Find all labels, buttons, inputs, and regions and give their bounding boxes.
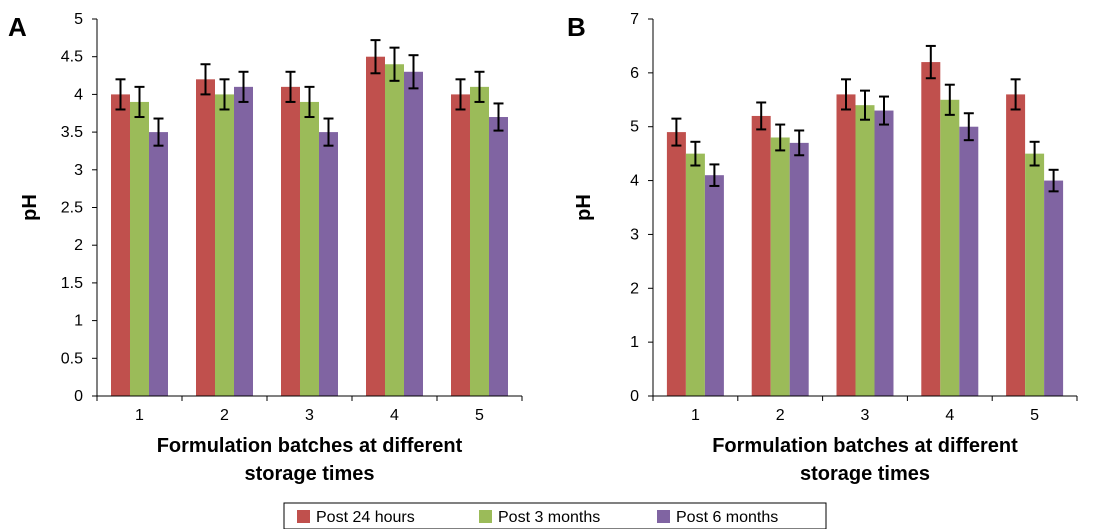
bar-post-6-months — [149, 132, 168, 396]
y-tick-label: 2.5 — [61, 200, 83, 217]
x-tick-label: 4 — [390, 407, 399, 424]
chart-panel-b: B 0 1 2 3 4 5 6 7 1 2 3 4 5 pH Formulation batches … — [567, 11, 1078, 485]
y-ticks-group: 0 0.5 1 1.5 2 2.5 3 3.5 4 4.5 5 — [61, 11, 97, 405]
legend-frame — [283, 502, 827, 529]
x-ticks-group: 1 2 3 4 5 — [96, 396, 523, 424]
y-tick-label: 0 — [630, 388, 639, 405]
x-tick-label: 4 — [945, 407, 954, 424]
bar-post-24-hours — [366, 56, 385, 396]
bar-post-3-months — [300, 101, 319, 396]
y-tick-label: 2 — [630, 280, 639, 297]
bar-post-24-hours — [751, 115, 771, 396]
x-tick-label: 5 — [1030, 407, 1039, 424]
y-tick-label: 2 — [74, 237, 83, 254]
panel-letter-a: A — [8, 12, 27, 42]
bar-post-3-months — [855, 105, 875, 397]
bar-post-24-hours — [666, 132, 686, 396]
bar-post-6-months — [789, 142, 809, 396]
bar-post-24-hours — [111, 94, 130, 397]
bar-post-6-months — [874, 110, 894, 397]
y-tick-label: 5 — [74, 11, 83, 28]
bar-post-3-months — [770, 137, 790, 396]
bar-post-3-months — [940, 99, 960, 397]
y-tick-label: 0 — [74, 388, 83, 405]
x-axis-title-line-2: storage times — [244, 463, 374, 485]
legend: Post 24 hours Post 3 months Post 6 month… — [283, 502, 827, 529]
bar-post-6-months — [404, 71, 423, 396]
x-tick-label: 3 — [861, 407, 870, 424]
legend-label-post-24-hours: Post 24 hours — [316, 509, 415, 526]
bar-post-24-hours — [196, 79, 215, 396]
y-tick-label: 1 — [630, 334, 639, 351]
bar-post-6-months — [704, 175, 724, 396]
x-tick-label: 1 — [135, 407, 144, 424]
bar-post-3-months — [130, 101, 149, 396]
x-axis-title-line-2: storage times — [800, 463, 930, 485]
x-tick-label: 5 — [475, 407, 484, 424]
x-axis-title-line-1: Formulation batches at different — [157, 435, 463, 457]
bar-post-3-months — [470, 86, 489, 397]
bar-post-24-hours — [1006, 94, 1026, 397]
legend-swatch-post-24-hours — [297, 510, 310, 523]
y-tick-label: 0.5 — [61, 350, 83, 367]
y-tick-label: 1.5 — [61, 275, 83, 292]
bar-post-6-months — [234, 86, 253, 397]
bar-post-3-months — [685, 153, 705, 396]
bar-post-24-hours — [921, 62, 941, 396]
bar-post-3-months — [1025, 153, 1045, 396]
bar-post-24-hours — [451, 94, 470, 397]
x-tick-label: 3 — [305, 407, 314, 424]
x-ticks-group: 1 2 3 4 5 — [652, 396, 1078, 424]
bar-post-3-months — [385, 64, 404, 397]
y-tick-label: 4 — [630, 173, 639, 190]
y-tick-label: 5 — [630, 119, 639, 136]
bar-post-3-months — [215, 94, 234, 397]
bars-group — [666, 44, 1064, 397]
bar-post-24-hours — [281, 86, 300, 397]
x-tick-label: 2 — [776, 407, 785, 424]
y-tick-label: 3 — [74, 162, 83, 179]
bar-post-6-months — [319, 132, 338, 396]
y-ticks-group: 0 1 2 3 4 5 6 7 — [630, 11, 653, 405]
x-axis-title-line-1: Formulation batches at different — [712, 435, 1018, 457]
y-tick-label: 4 — [74, 86, 83, 103]
y-axis-title: pH — [19, 194, 41, 221]
y-axis-title: pH — [573, 194, 595, 221]
bar-post-6-months — [959, 126, 979, 396]
y-tick-label: 7 — [630, 11, 639, 28]
x-tick-label: 2 — [220, 407, 229, 424]
y-tick-label: 6 — [630, 65, 639, 82]
y-tick-label: 4.5 — [61, 49, 83, 66]
y-tick-label: 3 — [630, 226, 639, 243]
panel-letter-b: B — [567, 12, 586, 42]
legend-swatch-post-3-months — [479, 510, 492, 523]
legend-label-post-3-months: Post 3 months — [498, 509, 600, 526]
y-tick-label: 1 — [74, 313, 83, 330]
chart-panel-a: A 0 0.5 1 1.5 2 2.5 3 3.5 4 4.5 5 1 2 3 4 5 pH Formula… — [8, 11, 523, 485]
bar-post-6-months — [1044, 180, 1064, 396]
bars-group — [111, 39, 508, 397]
bar-post-6-months — [489, 117, 508, 397]
legend-swatch-post-6-months — [657, 510, 670, 523]
x-tick-label: 1 — [691, 407, 700, 424]
y-tick-label: 3.5 — [61, 124, 83, 141]
bar-post-24-hours — [836, 94, 856, 397]
legend-label-post-6-months: Post 6 months — [676, 509, 778, 526]
